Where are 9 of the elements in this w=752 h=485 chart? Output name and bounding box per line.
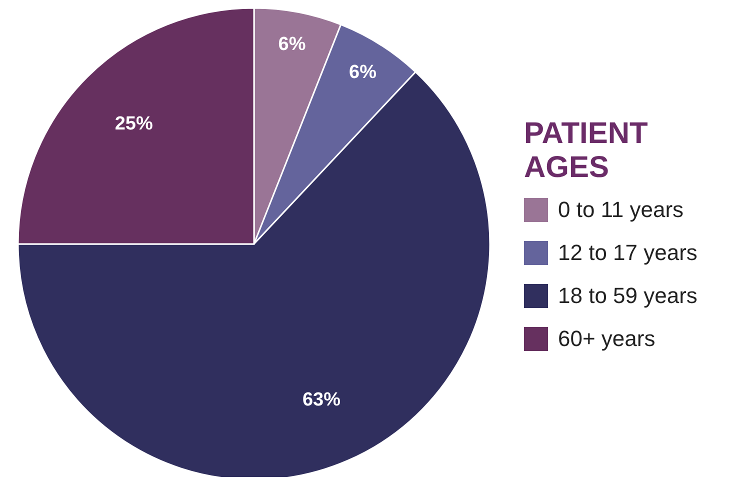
legend-label: 18 to 59 years bbox=[558, 282, 698, 308]
data-label: 6% bbox=[349, 62, 377, 84]
data-label: 25% bbox=[114, 113, 153, 134]
legend-label: 0 to 11 years bbox=[558, 196, 684, 222]
legend-title: PATIENT AGES bbox=[524, 116, 649, 184]
legend-label: 12 to 17 years bbox=[558, 240, 698, 266]
data-label: 63% bbox=[302, 389, 341, 410]
data-label: 6% bbox=[278, 34, 306, 56]
legend-label: 60+ years bbox=[558, 326, 656, 352]
